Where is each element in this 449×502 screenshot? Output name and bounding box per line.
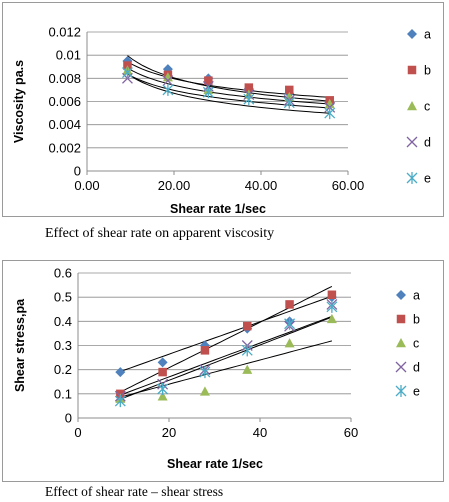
x-tick-label: 20 — [162, 425, 176, 440]
y-axis-title: Viscosity pa.s — [12, 60, 26, 143]
y-tick-label: 0 — [74, 164, 81, 179]
data-point-c — [284, 338, 295, 348]
data-point-e — [121, 66, 133, 79]
trendline — [127, 55, 330, 102]
legend-marker-b — [407, 65, 417, 75]
y-tick-label: 0.006 — [48, 94, 81, 109]
series-a — [122, 55, 335, 109]
legend-marker-a — [407, 29, 417, 39]
legend-marker-d — [395, 361, 407, 373]
legend-marker-e — [406, 172, 418, 184]
y-tick-label: 0.4 — [54, 314, 72, 329]
y-tick-label: 0.1 — [54, 386, 72, 401]
series-e — [121, 66, 336, 120]
x-axis-title: Shear rate 1/sec — [167, 457, 263, 471]
trendline — [120, 340, 333, 398]
data-point-a — [115, 367, 126, 378]
x-tick-label: 60 — [344, 425, 358, 440]
x-tick-label: 40.00 — [245, 178, 278, 193]
y-axis-title: Shear stress,pa — [13, 298, 27, 392]
legend-label-d: d — [424, 136, 431, 150]
legend-marker-d — [406, 136, 418, 148]
data-point-b — [200, 346, 210, 355]
trendline — [127, 67, 330, 105]
stress-chart: 0 0.1 0.2 0.3 0.4 0.5 0.6 0 20 40 60 Shear rate 1/s… — [13, 266, 420, 472]
legend-label-c: c — [424, 100, 430, 114]
data-point-b — [204, 76, 213, 85]
y-tick-label: 0 — [65, 411, 72, 426]
data-point-c — [242, 364, 253, 374]
x-tick-label: 60.00 — [332, 178, 365, 193]
y-tick-label: 0.3 — [54, 338, 72, 353]
data-point-e — [241, 344, 253, 357]
legend-label-b: b — [424, 64, 431, 78]
legend-label-a: a — [413, 289, 420, 303]
data-point-e — [243, 93, 255, 106]
viscosity-chart: 0 0.002 0.004 0.006 0.008 0.01 0.012 0.00 20.00 4… — [12, 25, 431, 217]
trendline — [127, 61, 330, 98]
series-d — [114, 298, 338, 402]
x-axis-title: Shear rate 1/sec — [170, 202, 266, 216]
data-point-c — [199, 386, 210, 396]
legend-marker-e — [395, 385, 407, 397]
data-point-c — [284, 91, 295, 102]
x-tick-label: 0 — [74, 425, 81, 440]
data-point-b — [285, 300, 294, 309]
data-point-c — [324, 98, 335, 109]
legend-label-a: a — [424, 28, 431, 42]
legend-marker-c — [407, 101, 417, 111]
y-tick-label: 0.01 — [56, 48, 81, 63]
data-point-e — [202, 86, 214, 99]
series-e — [114, 300, 338, 408]
data-point-e — [114, 395, 126, 408]
data-point-b — [243, 321, 252, 331]
trendline — [127, 73, 330, 114]
y-tick-label: 0.012 — [48, 25, 81, 40]
stress-chart-panel: 0 0.1 0.2 0.3 0.4 0.5 0.6 0 20 40 60 Shear rate 1/s… — [2, 260, 444, 482]
data-point-e — [284, 317, 296, 330]
data-point-e — [283, 96, 295, 109]
data-point-e — [326, 300, 338, 313]
x-tick-label: 40 — [253, 425, 267, 440]
legend-label-b: b — [413, 313, 420, 327]
trendline — [120, 295, 333, 372]
y-tick-label: 0.2 — [54, 362, 72, 377]
x-tick-label: 20.00 — [158, 178, 191, 193]
data-point-e — [324, 107, 336, 120]
data-point-e — [199, 366, 211, 379]
stress-chart-caption: Effect of shear rate – shear stress — [45, 484, 224, 499]
legend-marker-b — [396, 314, 406, 324]
data-point-c — [162, 72, 173, 82]
y-tick-label: 0.002 — [48, 140, 81, 155]
data-point-e — [157, 383, 169, 395]
data-point-b — [285, 85, 294, 95]
y-tick-label: 0.004 — [48, 117, 81, 132]
viscosity-chart-caption: Effect of shear rate on apparent viscosi… — [45, 226, 275, 241]
y-tick-label: 0.008 — [48, 71, 81, 86]
legend-label-e: e — [413, 385, 420, 399]
data-point-b — [158, 367, 167, 377]
data-point-c — [157, 391, 168, 401]
legend-marker-c — [396, 338, 406, 348]
y-tick-label: 0.5 — [54, 290, 72, 305]
data-point-b — [327, 290, 337, 299]
legend-label-e: e — [424, 172, 431, 186]
trendline — [120, 285, 333, 393]
x-tick-label: 0.00 — [74, 178, 99, 193]
data-point-c — [326, 313, 337, 324]
trendline — [127, 73, 330, 109]
trendline — [120, 315, 333, 396]
legend-label-c: c — [413, 337, 419, 351]
y-tick-label: 0.6 — [54, 266, 72, 281]
legend-marker-a — [396, 290, 406, 300]
data-point-e — [162, 83, 174, 96]
data-point-a — [157, 357, 168, 368]
series-a — [115, 292, 337, 378]
data-point-d — [162, 75, 174, 87]
trendline — [120, 316, 333, 400]
data-point-b — [244, 83, 254, 92]
viscosity-chart-panel: 0 0.002 0.004 0.006 0.008 0.01 0.012 0.00 20.00 4… — [2, 2, 444, 217]
legend-label-d: d — [413, 361, 420, 375]
series-b — [123, 61, 334, 105]
